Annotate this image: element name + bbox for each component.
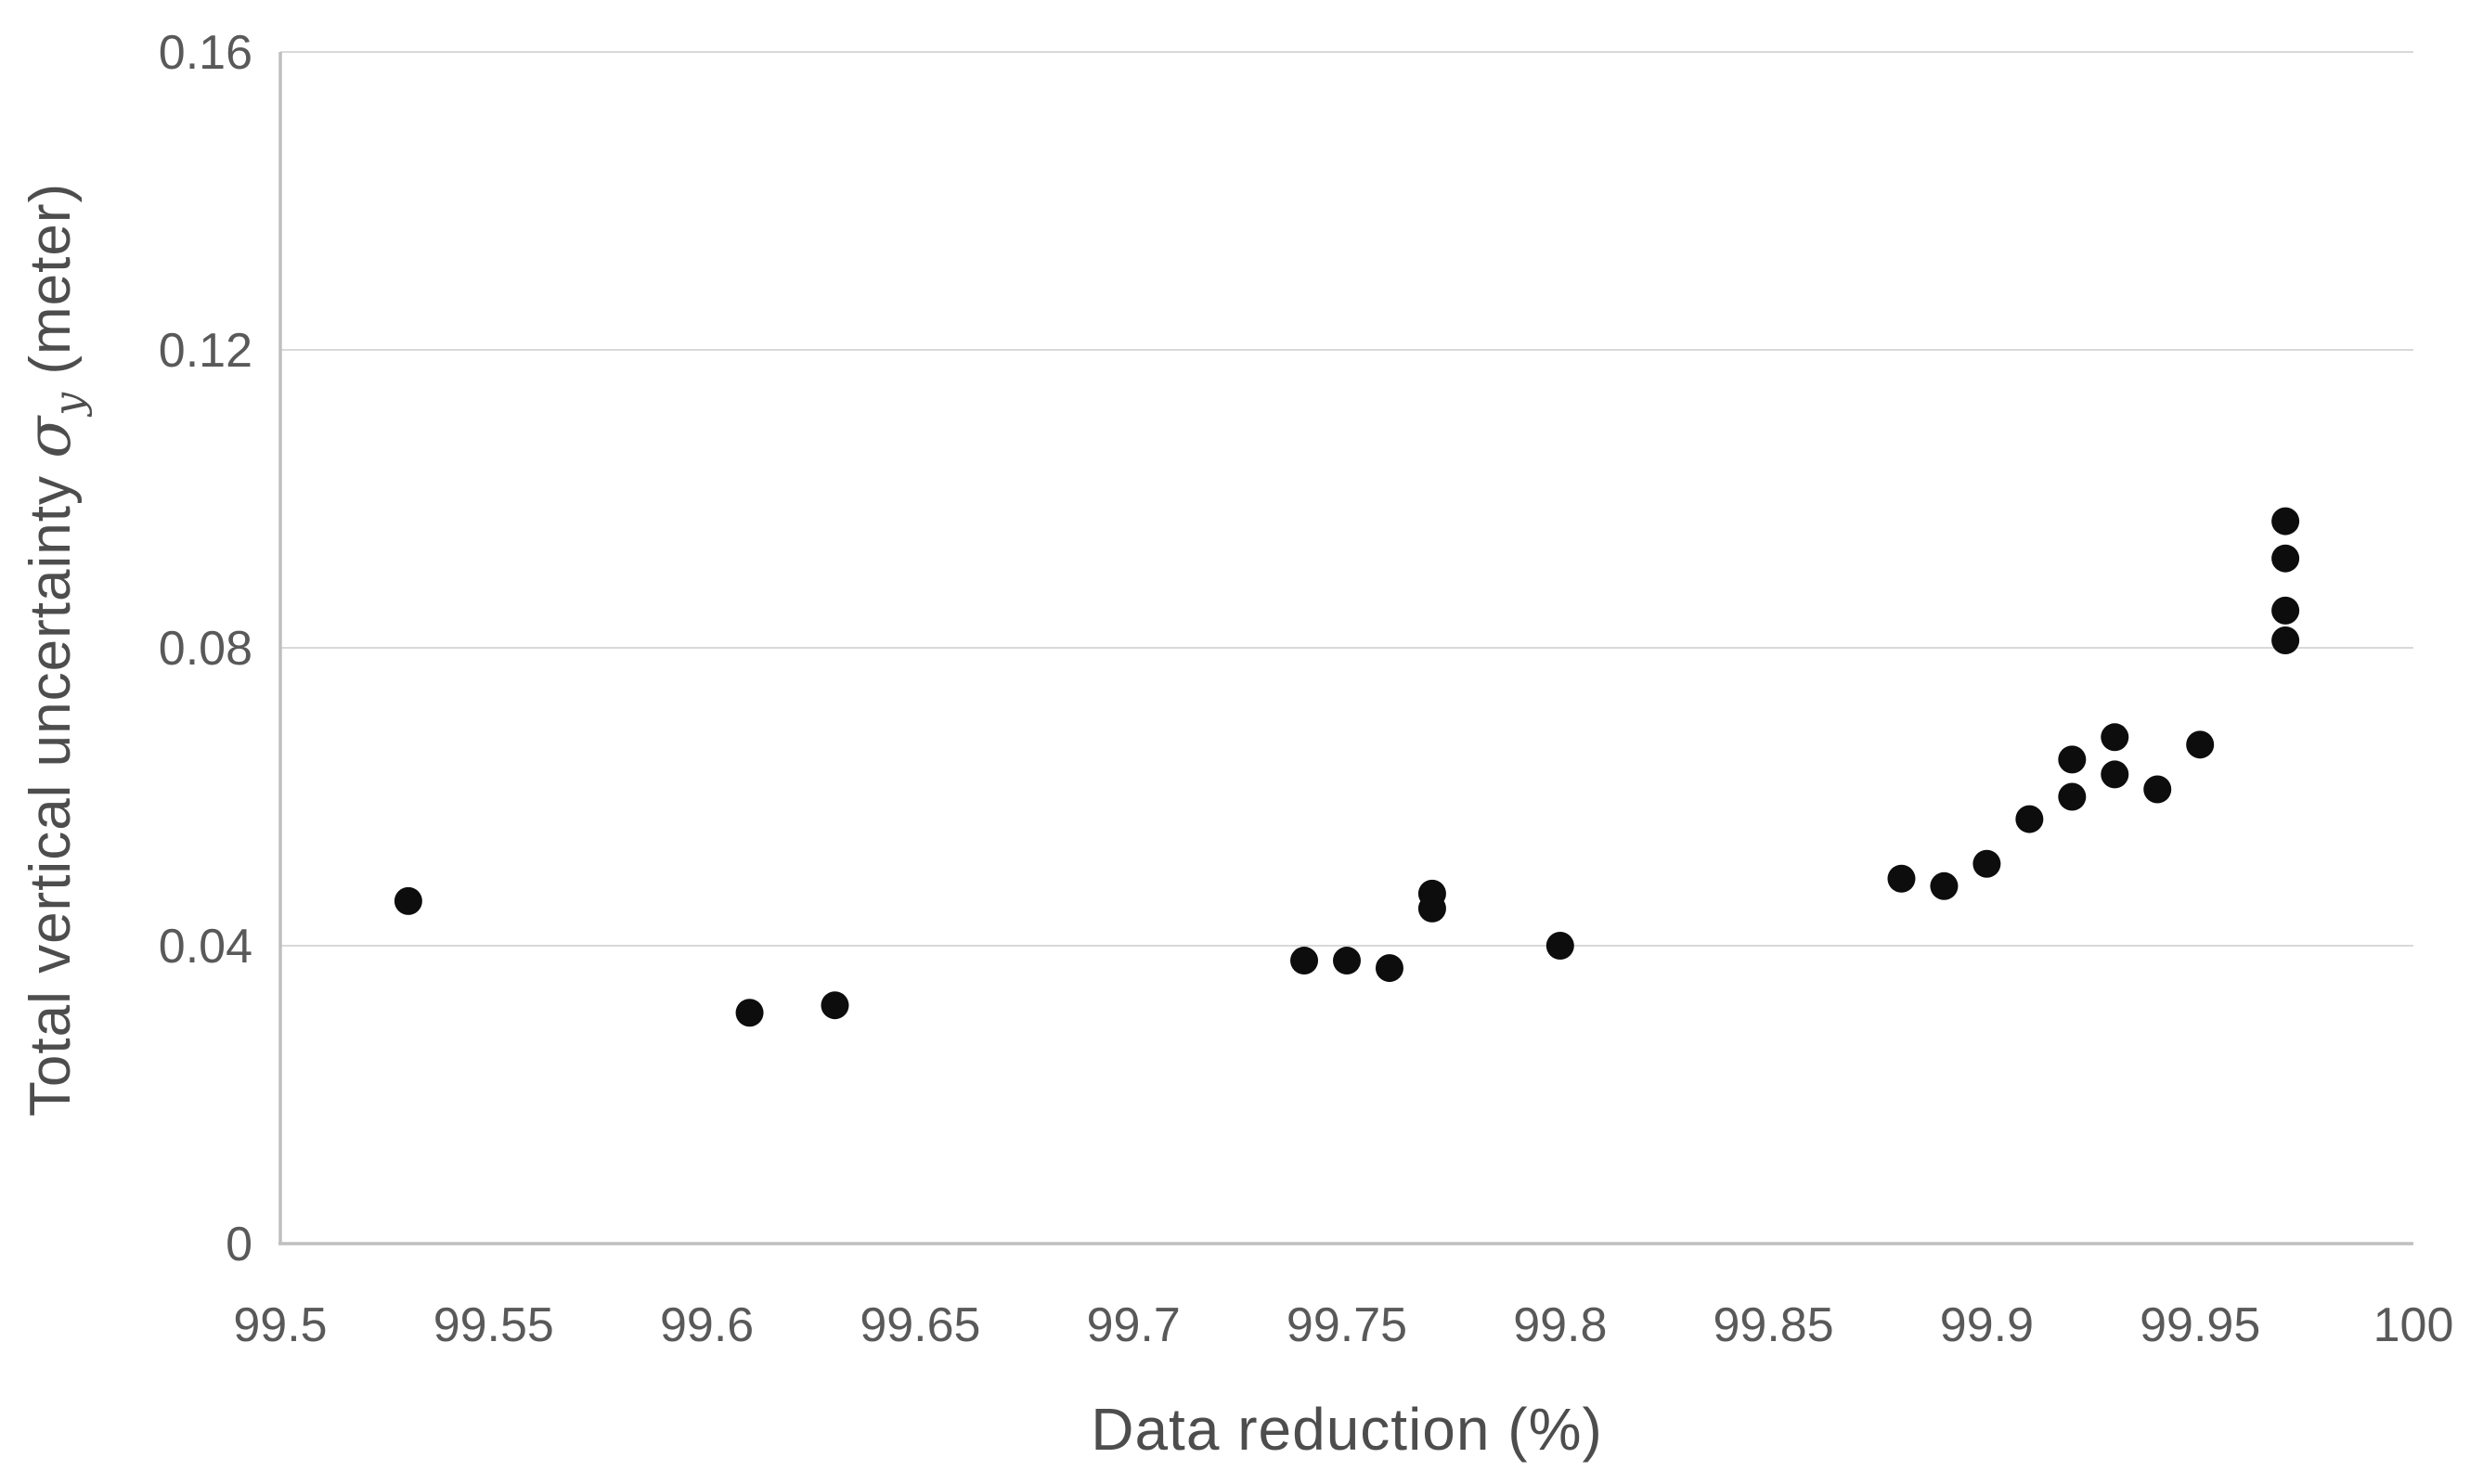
x-tick-label: 99.55 xyxy=(433,1298,554,1352)
data-point xyxy=(1375,954,1403,983)
data-point xyxy=(1887,864,1916,893)
y-axis-title-text: Total vertical uncertainty xyxy=(19,458,83,1117)
data-point xyxy=(821,991,849,1020)
data-point xyxy=(2143,775,2172,804)
x-tick-label: 99.6 xyxy=(660,1298,754,1352)
x-tick-label: 100 xyxy=(2373,1298,2454,1352)
x-tick-label: 99.75 xyxy=(1287,1298,1407,1352)
y-tick-label: 0.08 xyxy=(159,622,252,676)
data-point xyxy=(1545,932,1574,960)
data-point xyxy=(1972,849,2001,878)
y-tick-label: 0.04 xyxy=(159,920,252,974)
x-tick-label: 99.9 xyxy=(1940,1298,2034,1352)
data-point xyxy=(735,999,764,1027)
data-point xyxy=(1290,947,1319,975)
x-tick-label: 99.65 xyxy=(860,1298,980,1352)
data-point xyxy=(2015,805,2044,833)
data-point xyxy=(1417,879,1446,908)
data-point xyxy=(394,886,422,915)
y-tick-label: 0.16 xyxy=(159,26,252,80)
x-tick-label: 99.5 xyxy=(233,1298,327,1352)
data-point xyxy=(2058,782,2087,811)
x-tick-label: 99.85 xyxy=(1714,1298,1834,1352)
data-point xyxy=(1930,871,1959,900)
sigma-symbol: σ xyxy=(13,415,84,458)
data-point xyxy=(2271,626,2300,654)
data-point xyxy=(2186,730,2215,759)
x-axis-title: Data reduction (%) xyxy=(1091,1396,1603,1463)
y-tick-label: 0 xyxy=(226,1218,252,1271)
y-axis-title-suffix: (meter) xyxy=(19,182,83,392)
data-point xyxy=(2271,507,2300,536)
y-tick-label: 0.12 xyxy=(159,324,252,378)
x-tick-label: 99.8 xyxy=(1513,1298,1607,1352)
data-point xyxy=(2271,544,2300,573)
data-point xyxy=(1333,947,1361,975)
data-point xyxy=(2271,596,2300,625)
data-point xyxy=(2101,760,2129,789)
y-axis-title: Total vertical uncertainty σy (meter) xyxy=(13,183,93,1116)
sigma-subscript: y xyxy=(45,391,93,416)
x-tick-label: 99.95 xyxy=(2140,1298,2260,1352)
data-point xyxy=(2101,723,2129,752)
x-tick-label: 99.7 xyxy=(1087,1298,1181,1352)
data-point xyxy=(2058,745,2087,774)
